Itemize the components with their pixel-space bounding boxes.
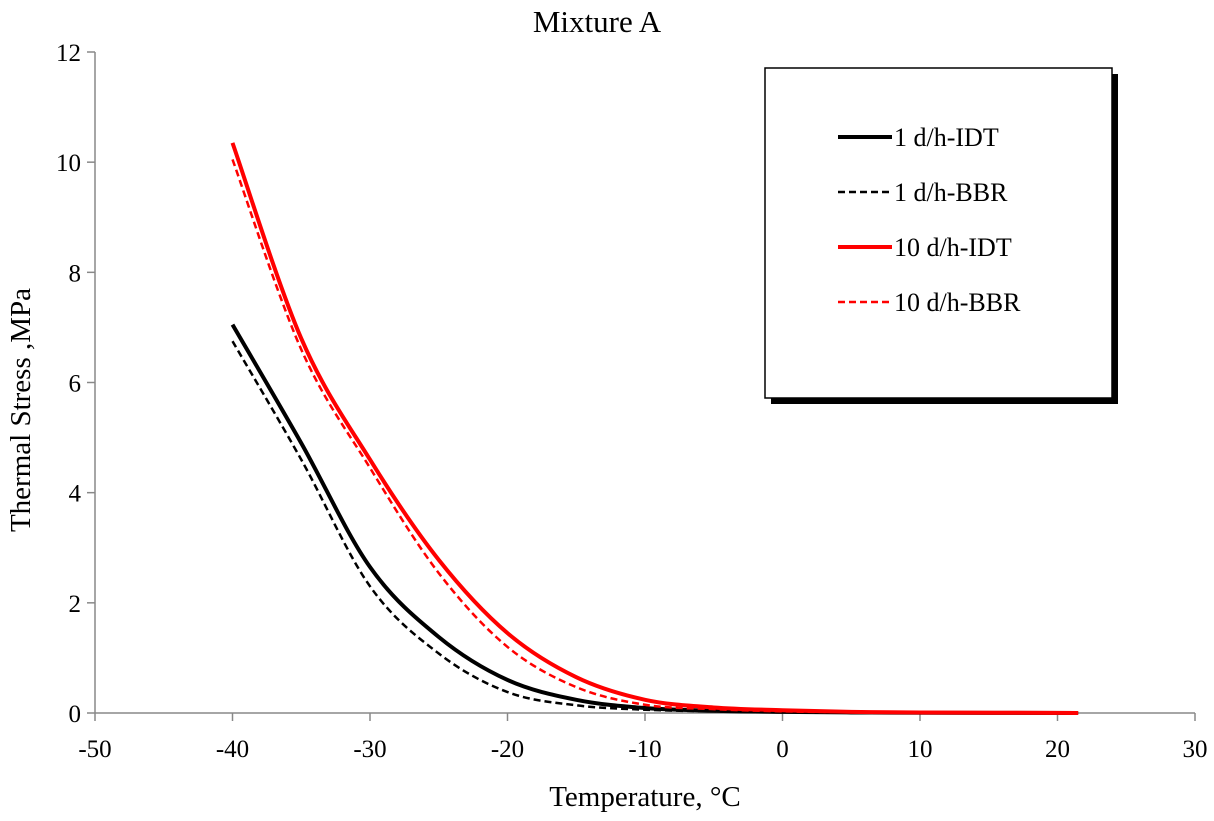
x-tick-label: 30 [1183,736,1208,763]
x-tick-label: -10 [628,736,661,763]
y-tick-label: 0 [69,701,82,728]
axes: -50 -40 -30 -20 -10 0 10 20 30 0 2 4 6 8 10 12 [56,40,1208,763]
y-tick-label: 2 [69,591,82,618]
series-group [230,142,1079,715]
legend-label-10-d-h-idt: 10 d/h-IDT [894,233,1012,262]
x-tick-label: -40 [216,736,249,763]
x-tick-label: 20 [1045,736,1070,763]
y-tick-label: 6 [69,371,82,398]
x-axis-label: Temperature, °C [549,781,741,813]
chart-title: Mixture A [533,4,662,39]
y-axis-label: Thermal Stress ,MPa [5,288,37,532]
series-line-10-d-h-idt [230,142,1079,715]
legend-label-1-d-h-bbr: 1 d/h-BBR [894,178,1008,207]
y-tick-label: 4 [69,481,82,508]
x-tick-label: -20 [491,736,524,763]
legend: 1 d/h-IDT 1 d/h-BBR 10 d/h-IDT 10 d/h-BBR [764,67,1118,404]
x-tick-label: 10 [908,736,933,763]
x-tick-label: -30 [353,736,386,763]
y-tick-label: 10 [56,150,81,177]
legend-box [764,67,1113,399]
y-tick-label: 12 [56,40,81,67]
x-tick-label: 0 [776,736,789,763]
x-tick-label: -50 [78,736,111,763]
legend-label-10-d-h-bbr: 10 d/h-BBR [894,288,1021,317]
legend-label-1-d-h-idt: 1 d/h-IDT [894,123,999,152]
series-line-10-d-h-bbr [231,158,1079,715]
y-tick-label: 8 [69,260,82,287]
